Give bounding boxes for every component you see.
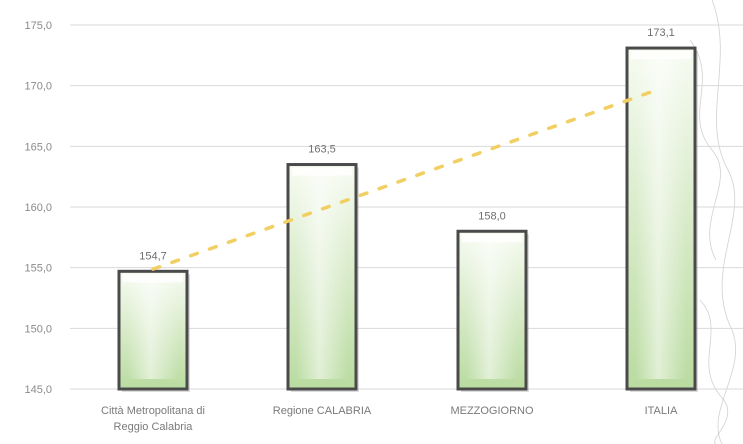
y-tick-label: 155,0	[24, 263, 52, 275]
x-axis-categories: Città Metropolitana di Reggio Calabria Reg…	[101, 405, 678, 433]
data-label: 154,7	[139, 250, 167, 262]
bar-highlight	[466, 241, 518, 379]
bars	[117, 46, 698, 392]
bar-highlight	[127, 281, 179, 379]
x-category-label: Reggio Calabria	[114, 421, 194, 433]
y-tick-label: 170,0	[24, 81, 52, 93]
data-labels: 154,7 163,5 158,0 173,1	[139, 27, 675, 262]
trendline-line	[151, 86, 663, 271]
y-axis-ticks: 145,0 150,0 155,0 160,0 165,0 170,0 175,0	[24, 20, 52, 396]
bar-highlight	[296, 174, 348, 379]
y-tick-label: 145,0	[24, 384, 52, 396]
bar-cap	[631, 51, 691, 60]
y-tick-label: 160,0	[24, 202, 52, 214]
y-tick-label: 150,0	[24, 323, 52, 335]
decoration-curve	[699, 299, 729, 444]
x-category-label: Regione CALABRIA	[273, 405, 372, 417]
x-category-label: MEZZOGIORNO	[450, 405, 534, 417]
decoration-curve	[711, 0, 737, 444]
y-tick-label: 165,0	[24, 141, 52, 153]
bar	[456, 229, 529, 392]
x-category-label: Città Metropolitana di	[101, 405, 205, 417]
bar-cap	[292, 167, 352, 176]
bar-cap	[462, 234, 522, 243]
data-label: 163,5	[308, 144, 336, 156]
trendline	[151, 86, 663, 271]
bar	[625, 46, 698, 392]
decoration-curve	[689, 39, 721, 261]
x-category-label: ITALIA	[645, 405, 678, 417]
bar	[286, 163, 359, 392]
bar-highlight	[635, 58, 687, 379]
background-decoration	[689, 0, 737, 444]
bar	[117, 269, 190, 392]
bar-cap	[123, 274, 183, 283]
data-label: 158,0	[478, 210, 506, 222]
data-label: 173,1	[647, 27, 675, 39]
y-tick-label: 175,0	[24, 20, 52, 32]
